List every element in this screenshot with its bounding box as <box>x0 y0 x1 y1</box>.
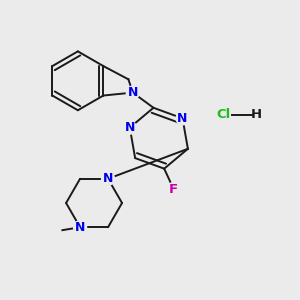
Text: F: F <box>169 183 178 196</box>
Text: Cl: Cl <box>217 108 231 121</box>
Circle shape <box>123 121 136 134</box>
Text: N: N <box>75 221 85 234</box>
Text: N: N <box>177 112 188 125</box>
Circle shape <box>74 221 86 234</box>
Text: N: N <box>124 121 135 134</box>
Circle shape <box>167 183 179 196</box>
Circle shape <box>176 112 189 125</box>
Circle shape <box>102 172 115 185</box>
Circle shape <box>126 86 139 99</box>
Text: H: H <box>250 108 262 121</box>
Text: N: N <box>103 172 113 185</box>
Text: N: N <box>128 86 138 99</box>
